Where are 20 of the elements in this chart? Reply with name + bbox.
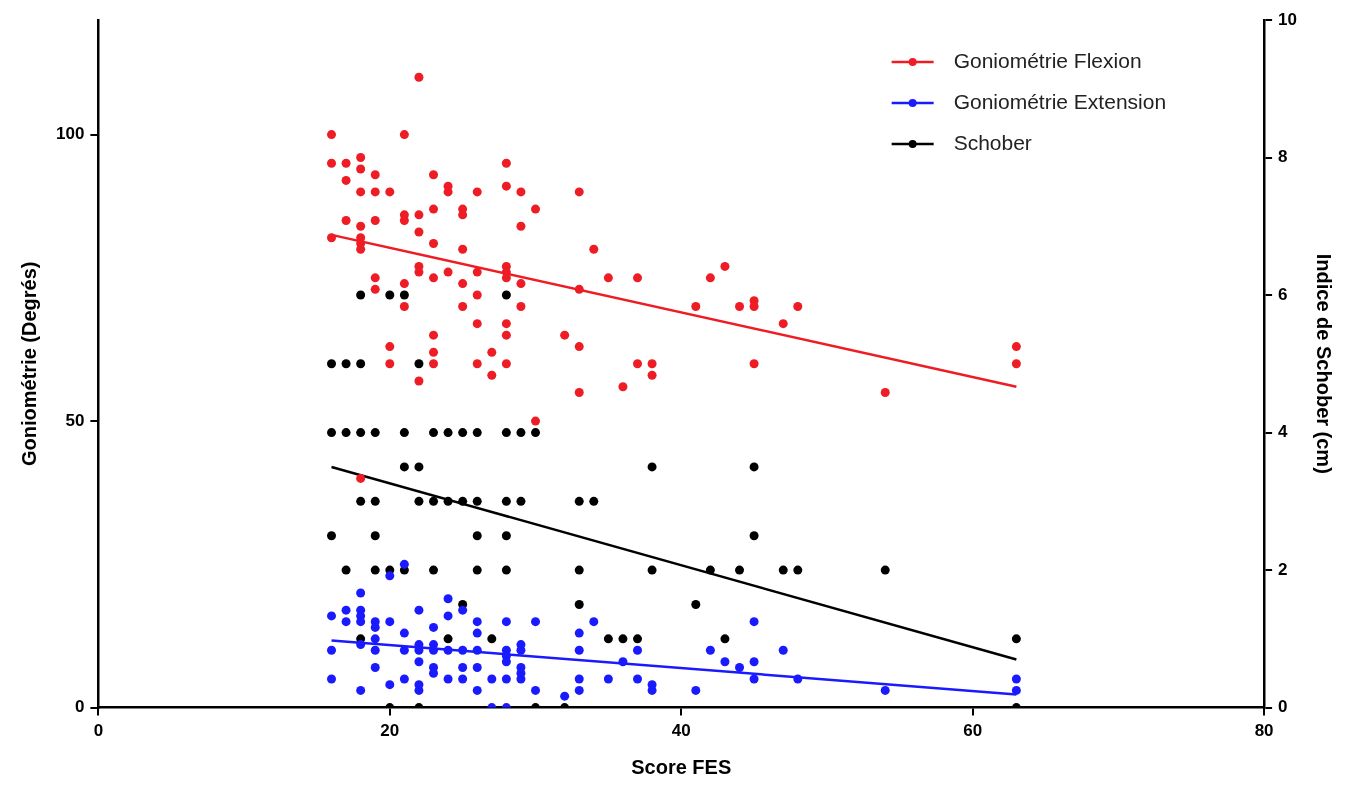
y2-tick-label: 6 [1278,284,1288,304]
x-tick-label: 40 [671,721,691,741]
legend-label: Goniométrie Flexion [953,48,1142,72]
x-axis-title: Score FES [631,755,732,778]
y2-axis-title: Indice de Schober (cm) [1313,253,1336,474]
y-tick-label: 50 [65,410,85,430]
y-tick-label: 0 [74,697,85,717]
x-tick-label: 20 [380,721,400,741]
x-tick-label: 60 [963,721,983,741]
y2-tick-label: 0 [1278,697,1288,717]
y-axis-title: Goniométrie (Degrés) [17,261,40,467]
y-tick-label: 100 [55,124,85,144]
y2-tick-label: 4 [1278,422,1289,442]
y2-tick-label: 8 [1278,147,1288,167]
x-tick-label: 80 [1254,721,1274,741]
legend-label: Schober [953,130,1032,154]
legend-label: Goniométrie Extension [953,89,1167,113]
y2-tick-label: 2 [1278,559,1288,579]
x-tick-label: 0 [93,721,104,741]
y2-tick-label: 10 [1278,9,1298,29]
